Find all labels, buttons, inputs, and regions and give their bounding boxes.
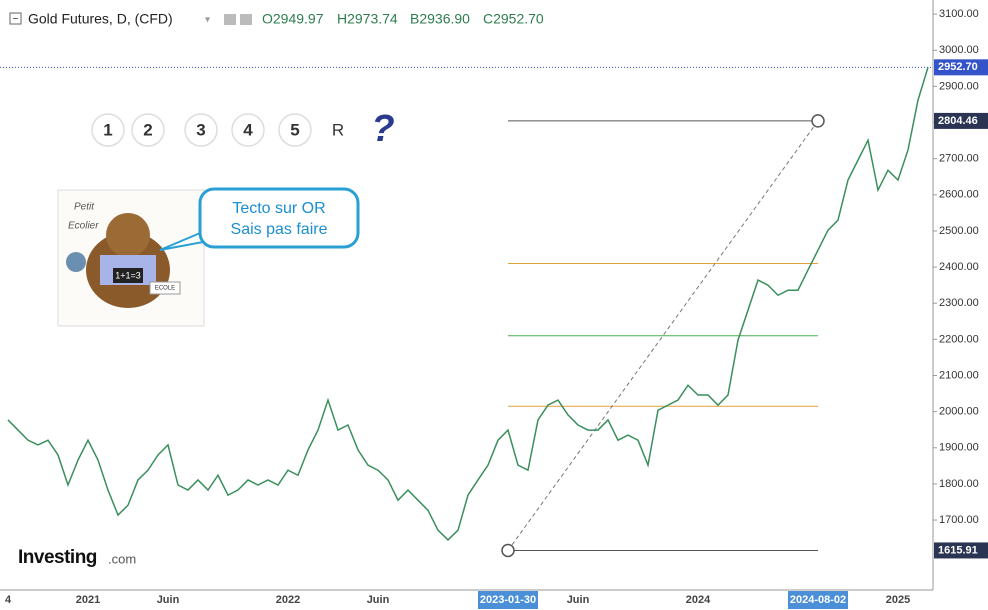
last-price-box [934,59,988,76]
x-tick-label: 2024-08-02 [790,594,846,606]
y-tick-label: 3100.00 [939,8,979,20]
x-tick-label: 2023-01-30 [480,594,536,606]
high-value: H2973.74 [337,11,398,27]
image: Petit Ecolier 1+1=3 ECOLE [57,189,205,327]
button-label: 1 [103,120,112,139]
collapse-icon[interactable] [9,12,22,25]
button-label: 3 [196,120,205,139]
anchor-point[interactable] [811,114,825,128]
speech-bubble [198,187,360,249]
x-label-highlight [788,591,848,609]
x-tick-label: Juin [367,594,390,606]
x-label-highlight [478,591,538,609]
image-text: Petit [74,202,95,213]
y-tick-label: 2400.00 [939,261,979,273]
x-tick-label: 2024 [686,594,711,606]
slate [113,268,143,283]
y-tick-label: 2500.00 [939,225,979,237]
low-value: B2936.90 [410,11,470,27]
y-tick-label: 1800.00 [939,478,979,490]
button-circle[interactable] [231,113,265,147]
open-value: O2949.97 [262,11,324,27]
button-circle[interactable] [91,113,125,147]
button-circle[interactable] [131,113,165,147]
price-line [7,67,929,541]
x-tick-label: 4 [5,594,12,606]
y-tick-label: 2900.00 [939,80,979,92]
price-label-box [934,542,988,559]
y-tick-label: 2200.00 [939,333,979,345]
last-price-label: 2952.70 [938,61,978,73]
logo-suffix: .com [108,551,136,566]
button-circle[interactable] [278,113,312,147]
y-tick-label: 2100.00 [939,369,979,381]
image-text: 1+1=3 [115,270,141,280]
y-tick-label: 3000.00 [939,44,979,56]
image-text: Ecolier [68,221,99,232]
price-label: 1615.91 [938,544,978,556]
y-tick-label: 2000.00 [939,406,979,418]
dropdown-icon[interactable]: ▾ [205,15,210,26]
bubble-text: Sais pas faire [231,221,328,238]
x-tick-label: 2022 [276,594,300,606]
button-label: 4 [243,120,253,139]
x-tick-label: 2025 [886,594,910,606]
button-label: 5 [290,120,299,139]
button-label: 2 [143,120,152,139]
globe [66,252,86,272]
button-circle[interactable] [184,113,218,147]
x-tick-label: Juin [157,594,180,606]
image-text: ECOLE [155,286,175,292]
price-label-box [934,112,988,129]
close-value: C2952.70 [483,11,544,27]
eye-icon[interactable] [224,14,236,25]
price-label: 2804.46 [938,115,978,127]
settings-icon[interactable] [240,14,252,25]
logo: Investing [18,547,97,568]
y-tick-label: 1700.00 [939,514,979,526]
trend-line [507,120,819,551]
bear-head [106,213,150,257]
bubble-text: Tecto sur OR [232,200,325,217]
chart-title: Gold Futures, D, (CFD) [28,11,173,27]
anchor-point[interactable] [501,543,515,558]
y-tick-label: 2600.00 [939,189,979,201]
x-tick-label: 2021 [76,594,100,606]
badge [149,281,181,295]
button-label: R [332,120,344,139]
help-icon[interactable]: ? [371,108,394,150]
y-tick-label: 1900.00 [939,442,979,454]
y-tick-label: 2300.00 [939,297,979,309]
x-tick-label: Juin [567,594,590,606]
y-tick-label: 2700.00 [939,153,979,165]
